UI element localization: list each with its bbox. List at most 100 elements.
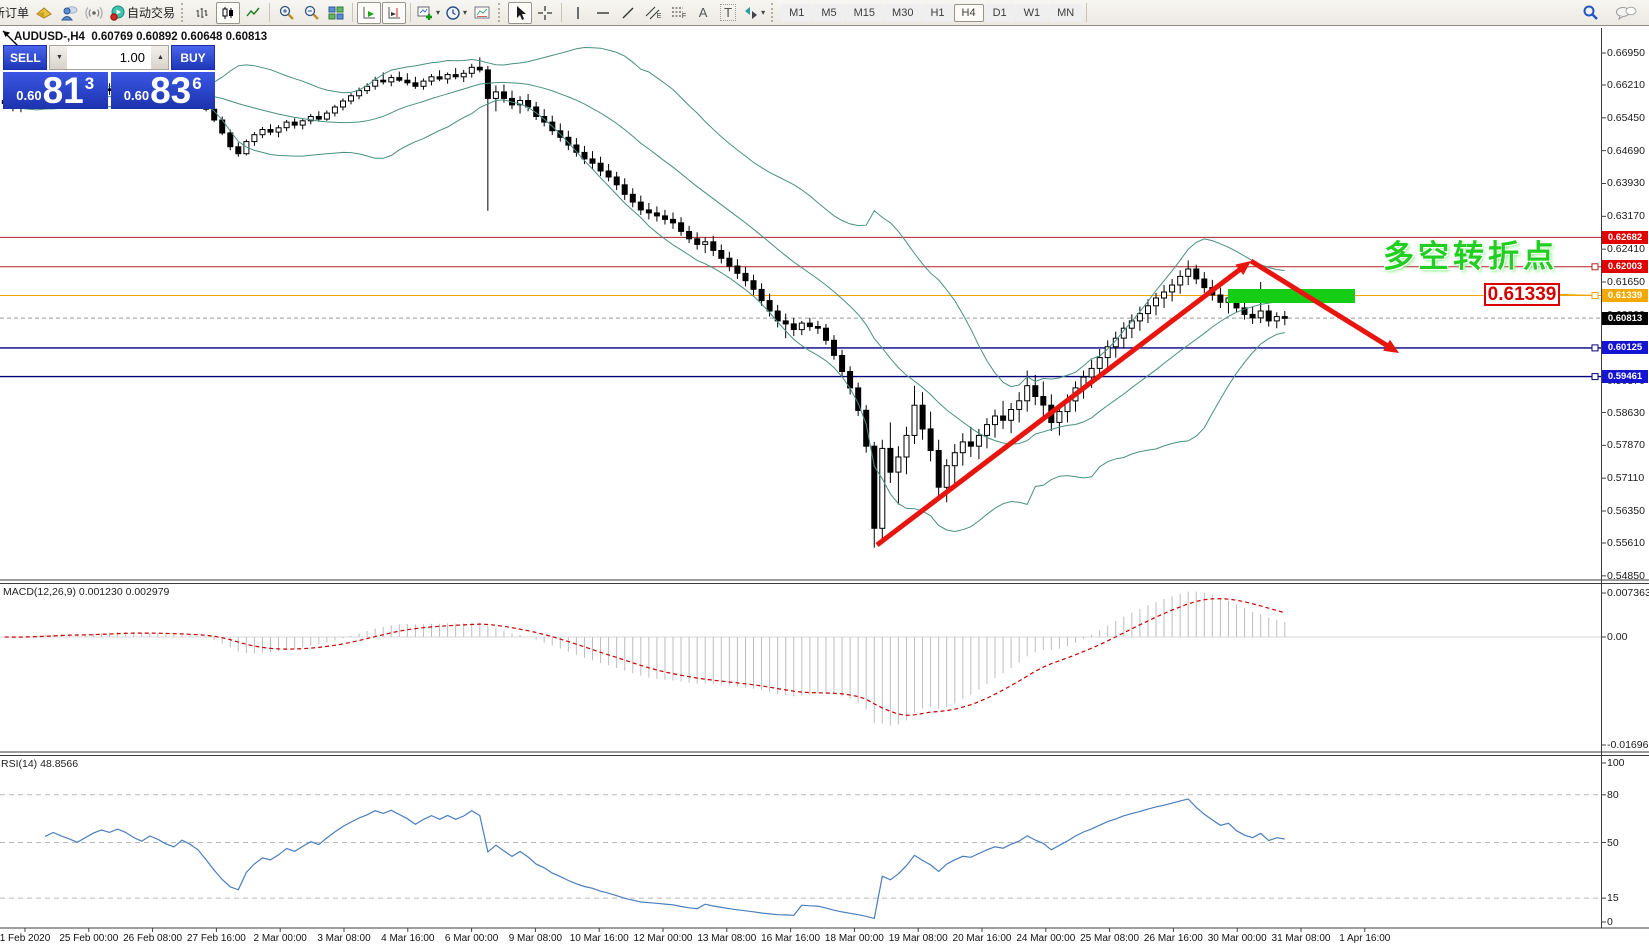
channel-tool-button[interactable]: E [641,2,665,24]
chart-symbol: AUDUSD-,H4 [14,31,85,43]
text-tool-button[interactable]: A [691,2,715,24]
zoom-in-button[interactable] [274,2,298,24]
horizontal-line-icon [597,11,610,14]
timeframe-w1-button[interactable]: W1 [1015,3,1049,22]
candlestick-icon [222,6,234,19]
marker-hook[interactable] [1591,344,1599,352]
marker-hook[interactable] [1591,373,1599,381]
chart-shift-button[interactable] [382,1,407,24]
buy-price-main: 83 [150,69,192,111]
cursor-tool-button[interactable] [508,1,533,24]
timeframe-m30-button[interactable]: M30 [884,3,922,22]
auto-scroll-button[interactable] [357,1,382,24]
toolbar-drag-handle[interactable] [498,3,503,22]
toolbar-separator [1086,3,1088,22]
toolbar-separator [352,3,354,22]
buy-price-prefix: 0.60 [123,88,150,103]
timeframe-h1-button[interactable]: H1 [922,3,953,22]
buy-button[interactable]: BUY [171,45,215,70]
vertical-line-tool-button[interactable] [566,2,590,24]
sell-button[interactable]: SELL [3,45,47,70]
chart-title: AUDUSD-,H4 0.60769 0.60892 0.60648 0.608… [14,31,267,43]
search-icon [1583,5,1598,20]
zoom-out-button[interactable] [299,2,323,24]
profiles-button[interactable]: ▾ [443,2,469,24]
trend-arrow-head[interactable] [1235,261,1251,275]
green-zone-annotation[interactable] [1228,289,1355,303]
toolbar-drag-handle[interactable] [181,3,186,22]
buy-price-display[interactable]: 0.60 83 6 [110,69,215,111]
channel-letter: E [656,13,662,20]
template-button[interactable] [470,2,494,24]
bar-chart-mode-button[interactable] [191,2,215,24]
trendline-tool-button[interactable] [616,2,640,24]
tile-windows-icon [328,6,344,19]
line-chart-mode-button[interactable] [241,2,265,24]
line-chart-icon [246,7,260,16]
trend-arrow-head[interactable] [1383,339,1399,353]
text-label-tool-button[interactable]: T [716,2,740,24]
turning-point-annotation[interactable]: 多空转折点 [1383,239,1558,274]
chat-bubbles-icon [1616,6,1637,20]
rsi-label: RSI(14) 48.8566 [1,758,79,770]
price-callout-box[interactable]: 0.61339 [1484,283,1560,306]
tile-windows-button[interactable] [324,2,348,24]
fibonacci-tool-button[interactable]: F [666,2,690,24]
search-button[interactable] [1579,2,1603,24]
corner-mark [3,31,10,37]
auto-trading-button[interactable]: 自动交易 [107,2,177,24]
sell-price-pip: 3 [84,73,95,93]
auto-trading-label: 自动交易 [127,6,176,20]
volume-input[interactable] [67,46,151,69]
timeframe-d1-button[interactable]: D1 [984,3,1015,22]
cursor-arrow-icon [517,5,527,20]
horizontal-line-tool-button[interactable] [591,2,615,24]
candlestick-mode-button[interactable] [216,1,241,24]
sell-price-prefix: 0.60 [16,88,42,103]
broadcast-icon [85,6,103,19]
chart-ohlc-values: 0.60769 0.60892 0.60648 0.60813 [91,31,268,43]
vertical-line-icon [577,6,579,19]
main-toolbar: 新订单 自动交易 [0,0,1649,26]
timeframe-mn-button[interactable]: MN [1049,3,1083,22]
timeframe-h4-button[interactable]: H4 [953,3,984,22]
community-button[interactable] [57,2,81,24]
timeframe-m1-button[interactable]: M1 [781,3,813,22]
text-label-icon: T [720,4,737,21]
volume-down-button[interactable]: ▼ [50,46,67,69]
new-chart-button[interactable]: ▾ [415,2,442,24]
clock-icon [446,5,460,20]
fibonacci-letter: F [681,13,687,20]
trendline-icon [622,7,634,18]
auto-scroll-icon [363,6,376,18]
timeframe-m5-button[interactable]: M5 [813,3,845,22]
toolbar-separator [269,3,271,22]
dropdown-caret-icon: ▾ [761,8,766,17]
text-tool-icon: A [698,5,708,20]
dropdown-caret-icon: ▾ [436,8,441,17]
toolbar-separator [410,3,412,22]
timeframe-m15-button[interactable]: M15 [845,3,884,22]
marker-hook[interactable] [1591,292,1599,299]
sell-price-main: 81 [42,69,84,111]
market-watch-button[interactable] [32,2,56,24]
arrow-shapes-icon [745,6,758,19]
new-chart-icon [417,6,433,20]
arrows-tool-button[interactable]: ▾ [741,2,767,24]
buy-price-pip: 6 [192,73,202,93]
toolbar-separator [561,3,563,22]
new-order-label: 新订单 [0,6,30,20]
volume-up-button[interactable]: ▲ [151,46,168,69]
chat-button[interactable] [1613,2,1639,24]
broadcast-button[interactable] [82,2,106,24]
marker-hook[interactable] [1591,263,1599,271]
crosshair-tool-button[interactable] [533,2,557,24]
sell-price-display[interactable]: 0.60 81 3 [3,72,108,109]
crosshair-icon [538,5,553,20]
new-order-button[interactable]: 新订单 [0,2,31,24]
zoom-out-icon [304,5,319,20]
fibonacci-icon [671,7,683,16]
template-icon [474,6,490,18]
toolbar-drag-handle[interactable] [771,3,776,22]
